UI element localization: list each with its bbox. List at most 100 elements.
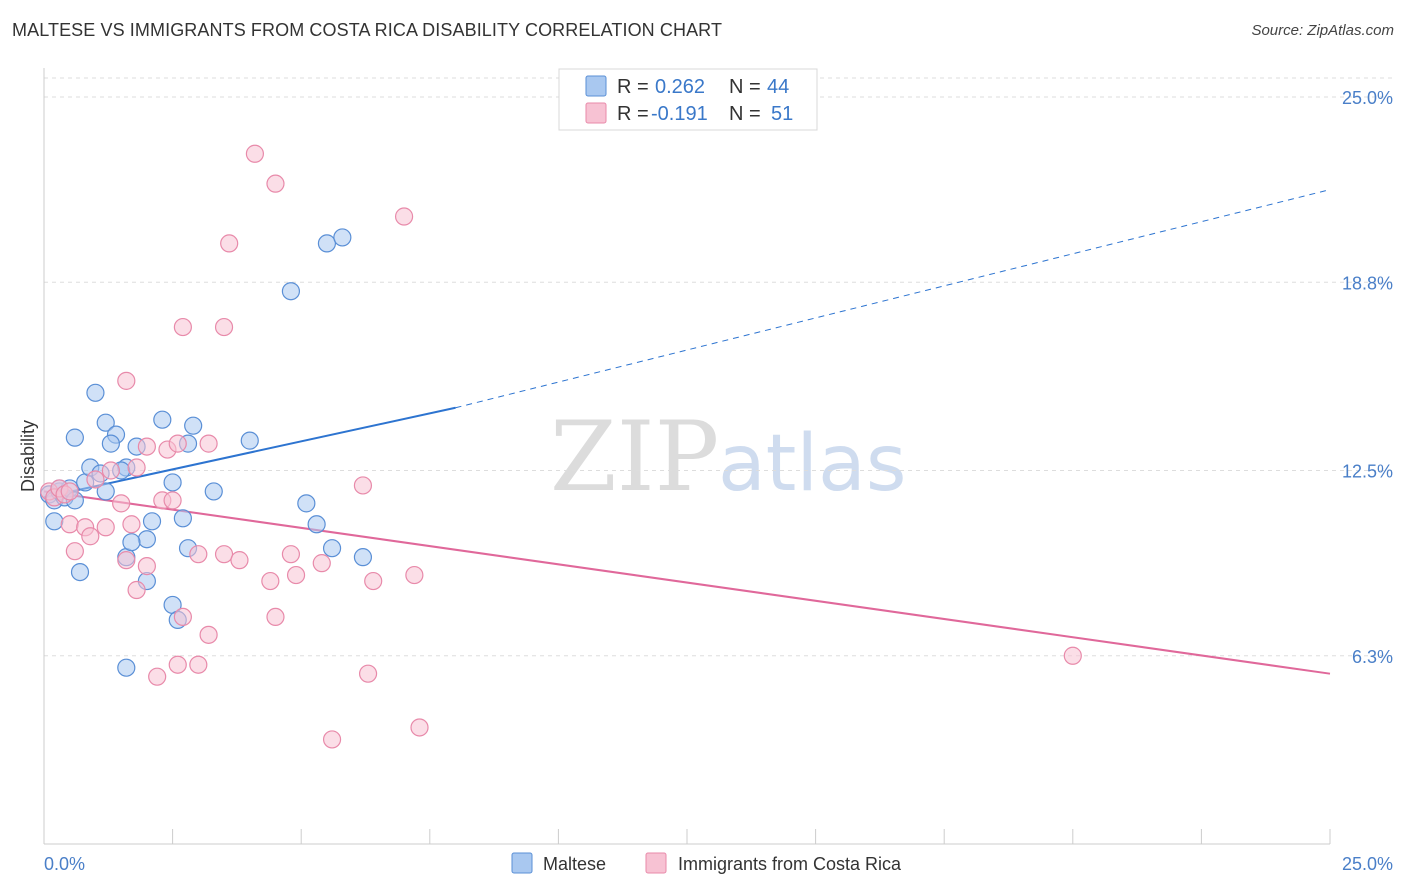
point-costa-rica-34 [405,565,424,585]
point-maltese-12 [101,434,120,453]
point-maltese-19 [153,410,172,429]
scatter-points [40,144,1082,749]
point-costa-rica-18 [117,551,136,570]
point-costa-rica-21 [173,607,192,627]
point-costa-rica-20 [127,580,146,600]
point-costa-rica-30 [312,554,331,573]
point-costa-rica-45 [214,317,234,337]
point-maltese-31 [317,234,337,253]
point-maltese-21 [173,509,192,528]
point-costa-rica-42 [266,174,285,193]
x-tick-label-0: 0.0% [44,854,85,874]
point-costa-rica-46 [117,371,136,390]
point-costa-rica-29 [286,565,306,585]
y-tick-label-0: 25.0% [1342,88,1393,108]
legend-n-value-1: 51 [771,103,793,125]
point-costa-rica-49 [199,434,218,453]
point-costa-rica-24 [214,545,234,564]
point-costa-rica-25 [230,551,249,570]
point-maltese-32 [333,228,352,247]
point-costa-rica-17 [65,542,84,561]
legend-r-value-0: 0.262 [655,76,705,98]
legend-n-label-0: N = [729,76,761,98]
legend-r-value-1: -0.191 [651,103,708,125]
point-costa-rica-7 [81,527,100,546]
legend-n-value-0: 44 [767,76,789,98]
point-costa-rica-41 [245,144,265,163]
point-maltese-7 [65,428,84,447]
point-maltese-16 [137,530,156,549]
point-costa-rica-31 [353,476,373,495]
point-costa-rica-23 [199,625,218,644]
y-axis-tick-labels: 25.0% 18.8% 12.5% 6.3% [1342,88,1393,667]
point-maltese-43 [96,482,115,501]
point-maltese-34 [70,562,90,582]
point-costa-rica-40 [394,207,414,226]
point-costa-rica-33 [358,664,378,683]
source-label: Source: ZipAtlas.com [1251,22,1394,39]
point-costa-rica-50 [168,434,187,453]
point-costa-rica-22 [189,545,208,564]
watermark: ZIP atlas [550,401,907,513]
point-costa-rica-11 [112,494,131,513]
y-tick-label-2: 12.5% [1342,462,1393,482]
point-costa-rica-37 [189,655,208,674]
point-costa-rica-10 [96,518,115,537]
point-maltese-10 [96,413,115,432]
point-maltese-29 [322,539,342,558]
series-legend-swatch-costa-rica [645,852,667,874]
watermark-zip: ZIP [550,401,719,513]
point-maltese-20 [163,473,182,492]
point-costa-rica-9 [101,461,120,480]
point-maltese-33 [281,282,301,301]
point-maltese-26 [240,431,259,450]
point-costa-rica-35 [410,718,429,737]
point-costa-rica-36 [168,655,187,674]
trend-line-maltese-extension [455,189,1331,409]
point-costa-rica-12 [122,515,141,534]
y-tick-label-3: 6.3% [1352,647,1393,667]
point-maltese-27 [297,494,316,513]
legend-swatch-costa-rica [585,102,607,124]
point-costa-rica-27 [266,607,285,627]
series-legend: Maltese Immigrants from Costa Rica [511,852,902,874]
point-costa-rica-43 [220,234,239,253]
legend-r-label-0: R = [617,76,649,98]
x-axis-tick-labels: 0.0% 25.0% [44,854,1393,874]
point-costa-rica-13 [127,458,146,477]
point-costa-rica-32 [364,571,383,591]
watermark-atlas: atlas [718,419,907,509]
stats-legend: R = 0.262 N = 44 R = -0.191 N = 51 [558,68,818,131]
legend-n-label-1: N = [729,103,761,125]
y-axis-label: Disability [18,420,38,492]
point-costa-rica-26 [261,571,280,591]
point-maltese-24 [184,416,203,435]
x-axis-ticks [43,829,1331,844]
series-legend-label-costa-rica: Immigrants from Costa Rica [678,854,902,874]
point-costa-rica-5 [60,515,79,534]
point-costa-rica-28 [281,545,301,564]
trend-lines [43,189,1331,675]
point-maltese-30 [353,548,373,567]
point-maltese-28 [307,515,326,534]
point-maltese-14 [86,383,105,402]
y-tick-label-1: 18.8% [1342,273,1393,293]
point-costa-rica-8 [86,470,105,489]
point-costa-rica-14 [137,437,156,456]
point-maltese-17 [142,512,162,531]
trend-line-maltese [43,406,456,499]
point-maltese-5 [45,512,64,531]
point-maltese-25 [204,482,223,501]
point-costa-rica-44 [173,317,192,337]
chart-title: MALTESE VS IMMIGRANTS FROM COSTA RICA DI… [12,20,723,40]
gridlines [44,77,1392,657]
x-tick-label-1: 25.0% [1342,854,1393,874]
legend-r-label-1: R = [617,103,649,125]
series-legend-swatch-maltese [511,852,533,874]
trend-line-costa-rica [43,490,1331,675]
point-costa-rica-38 [148,667,167,686]
legend-swatch-maltese [585,75,607,97]
point-costa-rica-39 [322,730,342,749]
point-costa-rica-4 [60,482,79,501]
